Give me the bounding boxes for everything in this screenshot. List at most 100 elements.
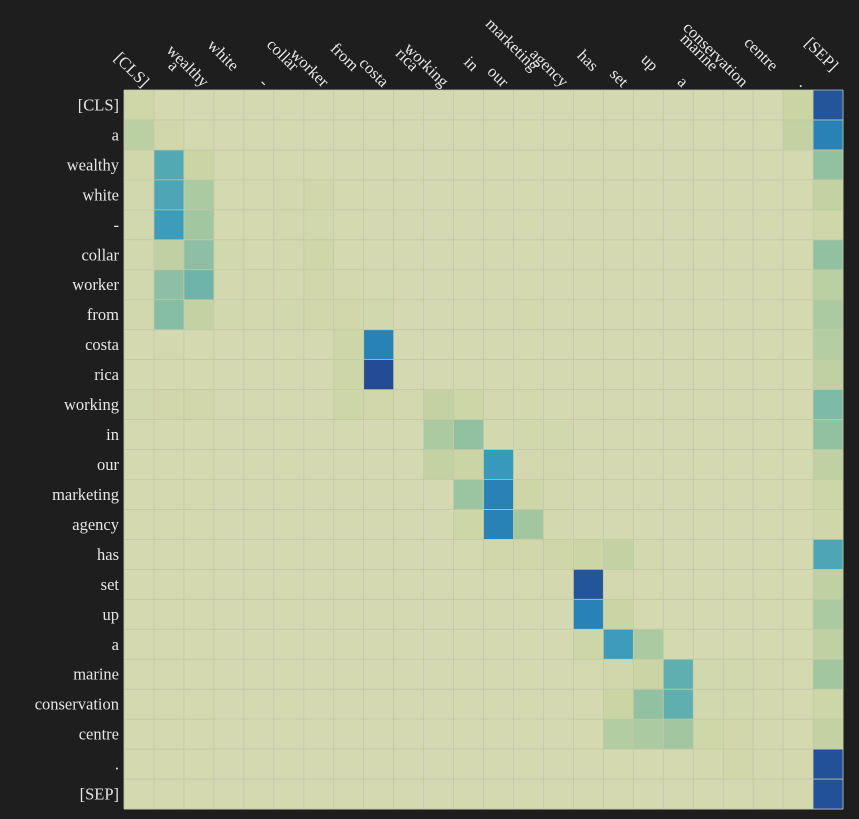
- heatmap-cell-r0-c15: [573, 90, 604, 121]
- heatmap-cell-r11-c2: [183, 419, 215, 450]
- heatmap-cell-r5-c0: [124, 239, 155, 271]
- heatmap-cell-r3-c5: [273, 179, 305, 211]
- heatmap-cell-r12-c13: [513, 449, 544, 480]
- heatmap-cell-r2-c10: [423, 149, 454, 181]
- heatmap-cell-r23-c2: [183, 779, 215, 810]
- heatmap-cell-r5-c6: [303, 239, 335, 271]
- heatmap-cell-r18-c21: [753, 629, 784, 660]
- heatmap-cell-r9-c20: [723, 359, 754, 390]
- heatmap-cells: [124, 90, 844, 810]
- y-tick-label-2-wealthy: wealthy: [67, 155, 120, 174]
- heatmap-cell-r3-c18: [663, 179, 694, 211]
- heatmap-cell-r20-c14: [543, 689, 574, 720]
- heatmap-cell-r17-c9: [393, 599, 424, 630]
- heatmap-cell-r15-c11: [453, 539, 484, 570]
- heatmap-cell-r1-c20: [723, 119, 754, 151]
- heatmap-cell-r5-c5: [273, 239, 305, 271]
- heatmap-cell-r12-c18: [663, 449, 694, 480]
- heatmap-cell-r17-c23: [813, 599, 844, 630]
- heatmap-cell-r4-c18: [663, 209, 694, 241]
- heatmap-cell-r2-c4: [243, 149, 275, 181]
- heatmap-cell-r12-c3: [213, 449, 245, 480]
- heatmap-cell-r7-c14: [543, 299, 574, 331]
- heatmap-cell-r14-c13: [513, 509, 544, 540]
- heatmap-cell-r22-c19: [693, 749, 724, 780]
- y-tick-label-12-our: our: [97, 455, 120, 474]
- heatmap-cell-r21-c16: [603, 719, 634, 750]
- heatmap-cell-r5-c18: [663, 239, 694, 271]
- heatmap-cell-r4-c4: [243, 209, 275, 241]
- heatmap-cell-r7-c9: [393, 299, 424, 331]
- heatmap-cell-r16-c5: [273, 569, 305, 600]
- heatmap-cell-r15-c14: [543, 539, 574, 570]
- heatmap-cell-r5-c7: [333, 239, 365, 271]
- heatmap-cell-r8-c10: [423, 329, 454, 361]
- heatmap-cell-r0-c19: [693, 90, 724, 121]
- heatmap-cell-r20-c15: [573, 689, 604, 720]
- heatmap-cell-r8-c14: [543, 329, 574, 361]
- heatmap-cell-r18-c15: [573, 629, 604, 660]
- heatmap-cell-r14-c3: [213, 509, 245, 540]
- x-tick-label-12-our: our: [484, 62, 513, 91]
- y-tick-label-10-working: working: [64, 395, 119, 414]
- heatmap-cell-r18-c20: [723, 629, 754, 660]
- heatmap-cell-r7-c1: [153, 299, 185, 331]
- heatmap-cell-r11-c19: [693, 419, 724, 450]
- heatmap-cell-r14-c2: [183, 509, 215, 540]
- heatmap-cell-r0-c23: [813, 90, 844, 121]
- heatmap-cell-r22-c17: [633, 749, 664, 780]
- heatmap-cell-r19-c5: [273, 659, 305, 690]
- heatmap-cell-r18-c4: [243, 629, 275, 660]
- heatmap-cell-r15-c15: [573, 539, 604, 570]
- heatmap-cell-r23-c15: [573, 779, 604, 810]
- heatmap-cell-r8-c9: [393, 329, 424, 361]
- heatmap-cell-r13-c20: [723, 479, 754, 510]
- heatmap-cell-r20-c7: [333, 689, 365, 720]
- heatmap-cell-r18-c19: [693, 629, 724, 660]
- heatmap-cell-r16-c2: [183, 569, 215, 600]
- heatmap-cell-r17-c22: [783, 599, 814, 630]
- heatmap-cell-r7-c13: [513, 299, 544, 331]
- heatmap-cell-r11-c13: [513, 419, 544, 450]
- heatmap-cell-r10-c5: [273, 389, 305, 420]
- heatmap-cell-r0-c20: [723, 90, 754, 121]
- heatmap-cell-r16-c23: [813, 569, 844, 600]
- heatmap-cell-r16-c14: [543, 569, 574, 600]
- heatmap-cell-r18-c3: [213, 629, 245, 660]
- heatmap-cell-r4-c2: [183, 209, 215, 241]
- heatmap-cell-r20-c9: [393, 689, 424, 720]
- heatmap-cell-r16-c22: [783, 569, 814, 600]
- heatmap-cell-r10-c14: [543, 389, 574, 420]
- heatmap-cell-r22-c10: [423, 749, 454, 780]
- heatmap-cell-r3-c6: [303, 179, 335, 211]
- heatmap-cell-r12-c6: [303, 449, 335, 480]
- heatmap-cell-r20-c21: [753, 689, 784, 720]
- heatmap-cell-r8-c4: [243, 329, 275, 361]
- heatmap-cell-r17-c3: [213, 599, 245, 630]
- heatmap-cell-r21-c18: [663, 719, 694, 750]
- heatmap-cell-r5-c12: [483, 239, 514, 271]
- heatmap-cell-r9-c18: [663, 359, 694, 390]
- heatmap-cell-r12-c14: [543, 449, 574, 480]
- heatmap-cell-r6-c0: [124, 269, 155, 301]
- heatmap-cell-r2-c21: [753, 149, 784, 181]
- heatmap-cell-r11-c17: [633, 419, 664, 450]
- heatmap-cell-r5-c22: [783, 239, 814, 271]
- heatmap-cell-r20-c10: [423, 689, 454, 720]
- heatmap-cell-r22-c14: [543, 749, 574, 780]
- heatmap-cell-r7-c7: [333, 299, 365, 331]
- heatmap-cell-r20-c4: [243, 689, 275, 720]
- heatmap-cell-r17-c15: [573, 599, 604, 630]
- heatmap-cell-r17-c17: [633, 599, 664, 630]
- heatmap-cell-r7-c19: [693, 299, 724, 331]
- heatmap-cell-r5-c14: [543, 239, 574, 271]
- heatmap-cell-r22-c21: [753, 749, 784, 780]
- heatmap-cell-r9-c7: [333, 359, 365, 390]
- heatmap-cell-r13-c19: [693, 479, 724, 510]
- heatmap-cell-r12-c1: [153, 449, 185, 480]
- heatmap-cell-r23-c8: [363, 779, 395, 810]
- heatmap-cell-r3-c13: [513, 179, 544, 211]
- heatmap-cell-r22-c13: [513, 749, 544, 780]
- heatmap-cell-r6-c8: [363, 269, 395, 301]
- heatmap-cell-r11-c10: [423, 419, 454, 450]
